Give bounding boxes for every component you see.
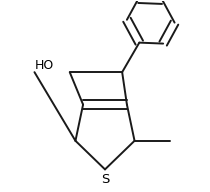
Text: HO: HO — [35, 59, 54, 72]
Text: S: S — [101, 173, 109, 186]
